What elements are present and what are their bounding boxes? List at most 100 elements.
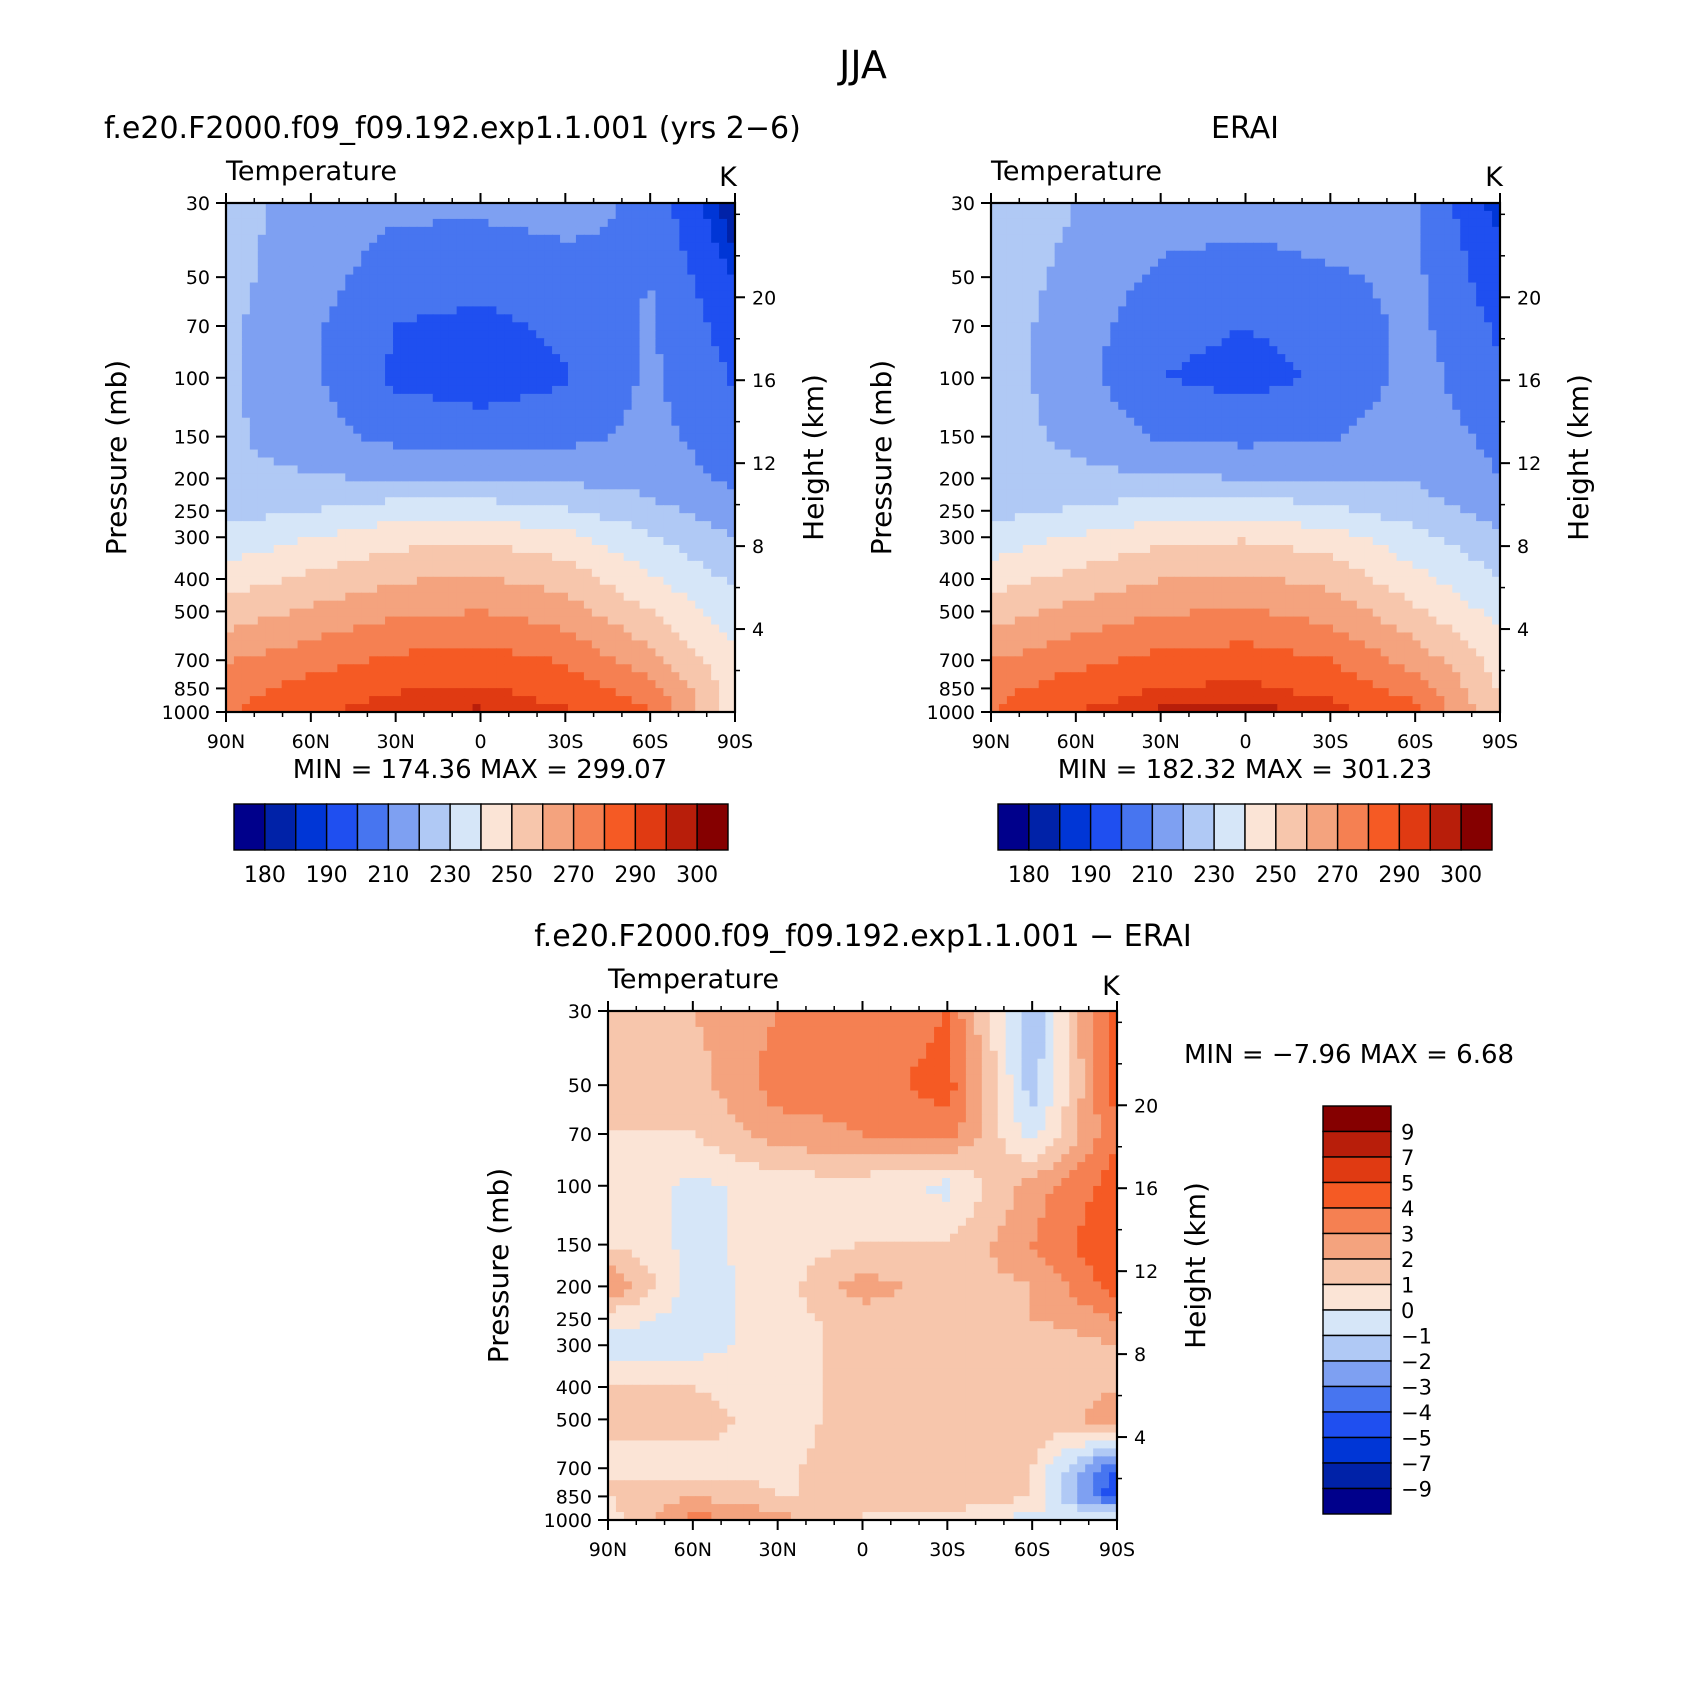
contour-cell xyxy=(417,609,426,618)
contour-cell xyxy=(385,235,394,244)
contour-cell xyxy=(1230,203,1239,212)
contour-cell xyxy=(663,505,672,514)
contour-cell xyxy=(671,450,680,459)
contour-cell xyxy=(321,521,330,530)
contour-cell xyxy=(1389,251,1398,260)
contour-cell xyxy=(417,656,426,665)
contour-cell xyxy=(600,394,609,403)
contour-cell xyxy=(648,521,657,530)
contour-cell xyxy=(560,243,569,252)
contour-cell xyxy=(512,298,521,307)
contour-cell xyxy=(592,362,601,371)
contour-cell xyxy=(377,338,386,347)
contour-cell xyxy=(719,648,728,657)
contour-cell xyxy=(679,561,688,570)
contour-cell xyxy=(465,609,474,618)
contour-cell xyxy=(1349,290,1358,299)
contour-cell xyxy=(1246,259,1255,268)
contour-cell xyxy=(441,434,450,443)
panel-model-title: f.e20.F2000.f09_f09.192.exp1.1.001 (yrs … xyxy=(104,111,801,146)
contour-cell xyxy=(242,346,251,355)
contour-cell xyxy=(433,314,442,323)
contour-cell xyxy=(687,458,696,467)
contour-cell xyxy=(417,410,426,419)
contour-cell xyxy=(1134,227,1143,236)
contour-cell xyxy=(648,410,657,419)
contour-cell xyxy=(377,243,386,252)
contour-cell xyxy=(266,553,275,562)
contour-cell xyxy=(290,672,299,681)
contour-cell xyxy=(298,227,307,236)
contour-cell xyxy=(719,465,728,474)
contour-cell xyxy=(999,259,1008,268)
contour-cell xyxy=(655,529,664,538)
contour-cell xyxy=(473,386,482,395)
contour-cell xyxy=(671,418,680,427)
contour-cell xyxy=(592,473,601,482)
contour-cell xyxy=(488,227,497,236)
contour-cell xyxy=(457,640,466,649)
contour-cell xyxy=(991,219,1000,228)
contour-cell xyxy=(624,569,633,578)
contour-cell xyxy=(560,211,569,220)
contour-cell xyxy=(329,386,338,395)
contour-cell xyxy=(632,521,641,530)
contour-cell xyxy=(663,227,672,236)
contour-cell xyxy=(616,473,625,482)
contour-cell xyxy=(441,465,450,474)
contour-cell xyxy=(1214,203,1223,212)
contour-cell xyxy=(298,577,307,586)
contour-cell xyxy=(313,410,322,419)
contour-cell xyxy=(560,672,569,681)
contour-cell xyxy=(576,609,585,618)
contour-cell xyxy=(1381,267,1390,276)
contour-cell xyxy=(1118,235,1127,244)
contour-cell xyxy=(640,354,649,363)
contour-cell xyxy=(504,632,513,641)
pressure-tick-label: 500 xyxy=(174,601,210,623)
contour-cell xyxy=(345,640,354,649)
contour-cell xyxy=(274,497,283,506)
contour-cell xyxy=(576,521,585,530)
contour-cell xyxy=(465,306,474,315)
contour-cell xyxy=(409,529,418,538)
contour-cell xyxy=(393,489,402,498)
contour-cell xyxy=(306,593,315,602)
contour-cell xyxy=(552,283,561,292)
contour-cell xyxy=(1031,267,1040,276)
contour-cell xyxy=(457,290,466,299)
contour-cell xyxy=(1222,227,1231,236)
contour-cell xyxy=(655,235,664,244)
contour-cell xyxy=(520,219,529,228)
contour-cell xyxy=(624,529,633,538)
contour-cell xyxy=(313,505,322,514)
contour-cell xyxy=(528,290,537,299)
contour-cell xyxy=(592,243,601,252)
contour-cell xyxy=(1357,275,1366,284)
contour-cell xyxy=(719,314,728,323)
contour-cell xyxy=(1222,267,1231,276)
contour-cell xyxy=(1476,251,1485,260)
contour-cell xyxy=(425,370,434,379)
contour-cell xyxy=(520,585,529,594)
contour-cell xyxy=(496,672,505,681)
contour-cell xyxy=(329,306,338,315)
contour-cell xyxy=(520,521,529,530)
contour-cell xyxy=(544,418,553,427)
contour-cell xyxy=(544,537,553,546)
contour-cell xyxy=(655,227,664,236)
pressure-tick-label: 300 xyxy=(174,527,210,549)
contour-cell xyxy=(306,402,315,411)
contour-cell xyxy=(258,227,267,236)
contour-cell xyxy=(568,601,577,610)
contour-cell xyxy=(552,362,561,371)
contour-cell xyxy=(544,290,553,299)
contour-cell xyxy=(536,275,545,284)
contour-cell xyxy=(496,418,505,427)
contour-cell xyxy=(640,688,649,697)
contour-cell xyxy=(695,211,704,220)
contour-cell xyxy=(433,569,442,578)
panel-model-min-max: MIN = 174.36 MAX = 299.07 xyxy=(293,755,667,785)
contour-cell xyxy=(266,330,275,339)
contour-cell xyxy=(266,601,275,610)
